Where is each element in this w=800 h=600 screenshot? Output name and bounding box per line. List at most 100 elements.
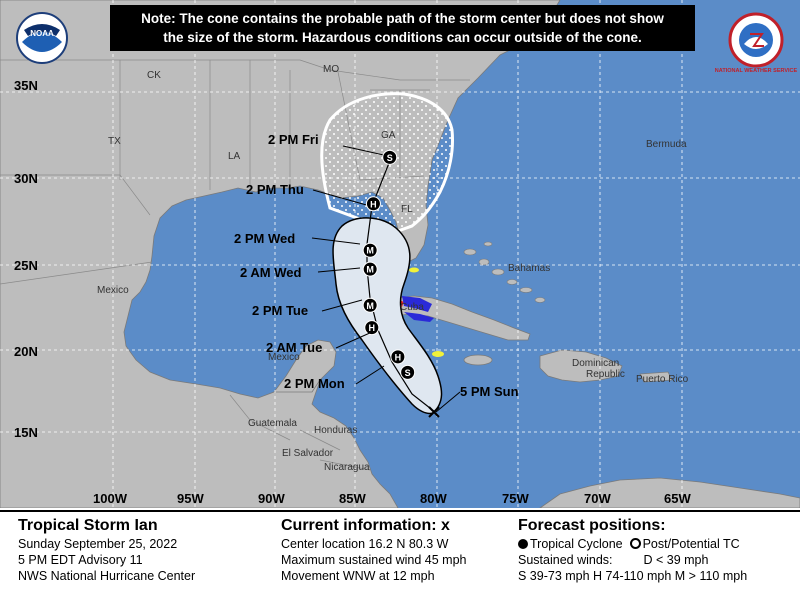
legend-shm-label: S 39-73 mph H 74-110 mph M > 110 mph — [518, 569, 748, 583]
current-center-x-mark — [428, 406, 440, 418]
storm-summary: Tropical Storm Ian Sunday September 25, … — [18, 516, 195, 584]
forecast-time-label: 2 PM Fri — [268, 132, 319, 147]
forecast-legend-heading: Forecast positions: — [518, 517, 666, 534]
forecast-marker-h: H — [365, 196, 381, 212]
forecast-time-label: 2 PM Mon — [284, 376, 345, 391]
place-label: Guatemala — [248, 418, 297, 429]
forecast-marker-symbol: S — [405, 368, 411, 378]
place-label: Bermuda — [646, 139, 687, 150]
forecast-marker-m: M — [362, 297, 378, 313]
cone-disclaimer-note: Note: The cone contains the probable pat… — [110, 5, 695, 51]
forecast-marker-s: S — [400, 364, 416, 380]
filled-circle-icon — [518, 539, 528, 549]
current-info-heading-text: Current information: — [281, 517, 437, 534]
forecast-marker-circle — [364, 320, 380, 336]
label-leaders-2 — [311, 237, 385, 385]
place-label: LA — [228, 151, 241, 162]
place-label: Republic — [586, 369, 625, 380]
legend-tc-label: Tropical Cyclone — [530, 537, 623, 551]
forecast-marker-circle — [400, 364, 416, 380]
forecast-time-label: 2 PM Tue — [252, 303, 308, 318]
place-label: Bahamas — [508, 263, 550, 274]
legend-ptc-label: Post/Potential TC — [642, 537, 740, 551]
latitude-label: 20N — [14, 344, 38, 359]
tropical-storm-warning-area-2 — [404, 312, 434, 322]
forecast-marker-symbol: M — [366, 265, 374, 275]
longitude-label: 65W — [664, 491, 691, 506]
forecast-marker-circle — [362, 297, 378, 313]
movement: Movement WNW at 12 mph — [281, 569, 435, 583]
forecast-marker-circle — [365, 196, 381, 212]
info-panel: Tropical Storm Ian Sunday September 25, … — [0, 510, 800, 600]
longitude-label: 100W — [93, 491, 128, 506]
forecast-marker-symbol: M — [366, 246, 374, 256]
center-location: Center location 16.2 N 80.3 W — [281, 537, 449, 551]
sustained-winds-label: Sustained winds: — [518, 553, 613, 567]
land-south-america — [539, 477, 800, 508]
advisory-date: Sunday September 25, 2022 — [18, 537, 178, 551]
forecast-marker-m: M — [362, 261, 378, 277]
forecast-marker-symbol: M — [366, 301, 374, 311]
current-information: Current information: x Center location 1… — [281, 516, 467, 584]
place-label: CK — [147, 70, 161, 81]
forecast-time-label: 2 PM Wed — [234, 231, 295, 246]
advisory-number: 5 PM EDT Advisory 11 — [18, 553, 143, 567]
latitude-label: 25N — [14, 258, 38, 273]
place-label: Mexico — [268, 352, 300, 363]
place-label: GA — [381, 130, 396, 141]
forecast-marker-circle — [362, 242, 378, 258]
forecast-cone-days-1-3 — [332, 217, 443, 415]
forecast-marker-h: H — [390, 349, 406, 365]
land-yucatan — [273, 339, 337, 393]
forecast-marker-s: S — [382, 149, 398, 165]
forecast-time-label: 2 AM Wed — [240, 265, 301, 280]
latitude-label: 30N — [14, 171, 38, 186]
place-label: Mexico — [97, 285, 129, 296]
land-bahamas — [463, 241, 546, 303]
latitude-label: 35N — [14, 78, 38, 93]
max-wind: Maximum sustained wind 45 mph — [281, 553, 467, 567]
forecast-marker-circle — [390, 349, 406, 365]
land-puerto-rico — [639, 371, 673, 383]
land-jamaica — [463, 354, 493, 366]
longitude-label: 80W — [420, 491, 447, 506]
latitude-label: 15N — [14, 425, 38, 440]
forecast-legend: Forecast positions: Tropical Cyclone Pos… — [518, 516, 747, 584]
nws-logo-text: NATIONAL WEATHER SERVICE — [715, 68, 798, 74]
legend-winds-row: Sustained winds: D < 39 mph — [518, 552, 747, 568]
political-borders — [0, 59, 470, 471]
land-hispaniola — [539, 349, 623, 383]
longitude-label: 70W — [584, 491, 611, 506]
forecast-time-label: 5 PM Sun — [460, 384, 519, 399]
place-label: TX — [108, 136, 121, 147]
place-label: Cuba — [400, 302, 424, 313]
x-mark-icon: x — [441, 517, 450, 534]
noaa-logo: NOAA — [16, 12, 68, 64]
forecast-marker-symbol: H — [370, 199, 377, 209]
place-label: Honduras — [314, 425, 357, 436]
tropical-storm-warning-area — [402, 296, 432, 312]
nws-logo: NATIONAL WEATHER SERVICE — [715, 12, 798, 74]
forecast-marker-m: M — [362, 242, 378, 258]
forecast-marker-symbol: H — [395, 352, 402, 362]
place-label: MO — [323, 64, 339, 75]
forecast-marker-h: H — [364, 320, 380, 336]
legend-d-label: D < 39 mph — [643, 553, 709, 567]
note-line-2: the size of the storm. Hazardous conditi… — [163, 30, 642, 45]
note-line-1: Note: The cone contains the probable pat… — [141, 11, 664, 26]
current-info-heading: Current information: x — [281, 516, 467, 536]
forecast-marker-symbol: S — [387, 153, 393, 163]
longitude-label: 75W — [502, 491, 529, 506]
issuing-center: NWS National Hurricane Center — [18, 569, 196, 583]
forecast-marker-circle — [362, 261, 378, 277]
longitude-label: 95W — [177, 491, 204, 506]
forecast-time-label: 2 AM Tue — [266, 340, 322, 355]
forecast-time-label: 2 PM Thu — [246, 182, 304, 197]
legend-cyclone-row: Tropical Cyclone Post/Potential TC — [518, 536, 747, 552]
place-label: Puerto Rico — [636, 374, 689, 385]
forecast-marker-symbol: H — [369, 323, 376, 333]
place-label: Nicaragua — [324, 462, 370, 473]
